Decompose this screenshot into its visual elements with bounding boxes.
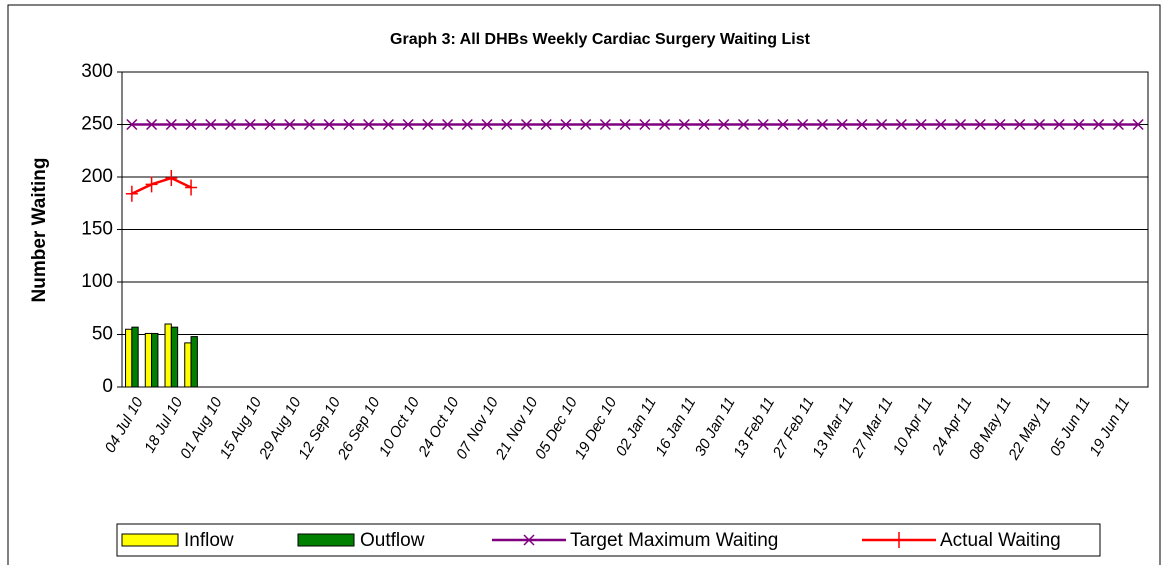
line-marker xyxy=(284,118,296,131)
line-marker xyxy=(816,118,828,131)
plot-area xyxy=(121,71,1149,388)
bar xyxy=(151,332,159,388)
line-marker xyxy=(382,118,394,131)
line-marker xyxy=(698,118,710,131)
line-marker xyxy=(146,118,158,131)
line-marker xyxy=(303,118,315,131)
line-marker xyxy=(442,118,454,131)
legend-marker xyxy=(893,532,905,548)
legend-swatch xyxy=(121,533,179,547)
line-marker xyxy=(659,118,671,131)
line-marker xyxy=(777,118,789,131)
line-marker xyxy=(165,170,178,187)
y-tick-label: 50 xyxy=(92,324,113,345)
line-marker xyxy=(1132,118,1144,131)
line-marker xyxy=(994,118,1006,131)
bar xyxy=(190,336,198,388)
y-tick-label: 250 xyxy=(81,114,113,135)
line-marker xyxy=(501,118,513,131)
line-marker xyxy=(165,118,177,131)
line-marker xyxy=(185,118,197,131)
line-series xyxy=(131,176,192,195)
line-marker xyxy=(1014,118,1026,131)
line-marker xyxy=(1033,118,1046,131)
legend-swatch xyxy=(297,533,355,547)
line-marker xyxy=(422,118,434,131)
line-marker xyxy=(560,118,572,131)
line-marker xyxy=(619,118,631,131)
legend-label: Inflow xyxy=(184,530,234,551)
line-marker xyxy=(323,118,335,131)
y-axis-label: Number Waiting xyxy=(29,158,50,303)
line-marker xyxy=(461,118,473,131)
legend-label: Outflow xyxy=(360,530,425,551)
bar xyxy=(125,328,133,388)
line-marker xyxy=(343,118,355,131)
line-marker xyxy=(836,118,848,131)
legend-label: Actual Waiting xyxy=(940,530,1061,551)
line-marker xyxy=(1073,118,1085,131)
line-marker xyxy=(856,118,868,131)
line-marker xyxy=(224,118,237,131)
bar xyxy=(131,326,139,388)
line-marker xyxy=(1053,118,1065,131)
line-marker xyxy=(1093,118,1105,131)
chart-title: Graph 3: All DHBs Weekly Cardiac Surgery… xyxy=(390,31,811,48)
line-marker xyxy=(737,118,750,131)
line-marker xyxy=(599,118,611,131)
line-marker xyxy=(363,118,375,131)
line-marker xyxy=(244,118,256,131)
line-marker xyxy=(915,118,927,131)
bar xyxy=(170,326,179,388)
y-tick-label: 100 xyxy=(81,271,113,292)
line-marker xyxy=(540,118,552,131)
line-marker xyxy=(580,118,592,131)
legend-label: Target Maximum Waiting xyxy=(570,530,778,551)
y-tick-label: 150 xyxy=(81,219,113,240)
line-marker xyxy=(718,118,730,131)
chart-border xyxy=(7,4,1161,565)
line-marker xyxy=(520,118,533,131)
line-marker xyxy=(895,118,907,131)
legend-box xyxy=(116,523,1101,557)
line-marker xyxy=(639,118,651,131)
y-tick-label: 0 xyxy=(102,376,113,397)
line-marker xyxy=(678,118,690,131)
line-marker xyxy=(185,179,198,196)
line-marker xyxy=(955,118,967,131)
bar xyxy=(144,332,153,388)
line-marker xyxy=(126,118,138,131)
line-marker xyxy=(481,118,493,131)
line-marker xyxy=(935,118,947,131)
y-tick-label: 200 xyxy=(81,166,113,187)
line-marker xyxy=(757,118,769,131)
line-marker xyxy=(797,118,809,131)
line-marker xyxy=(974,118,986,131)
y-tick-label: 300 xyxy=(81,61,113,82)
bar xyxy=(164,323,172,388)
line-marker xyxy=(125,185,138,202)
line-marker xyxy=(145,176,158,193)
line-marker xyxy=(402,118,414,131)
legend-marker xyxy=(523,534,535,546)
line-marker xyxy=(264,118,276,131)
line-marker xyxy=(1112,118,1124,131)
line-marker xyxy=(876,118,888,131)
line-marker xyxy=(205,118,217,131)
bar xyxy=(184,342,192,388)
